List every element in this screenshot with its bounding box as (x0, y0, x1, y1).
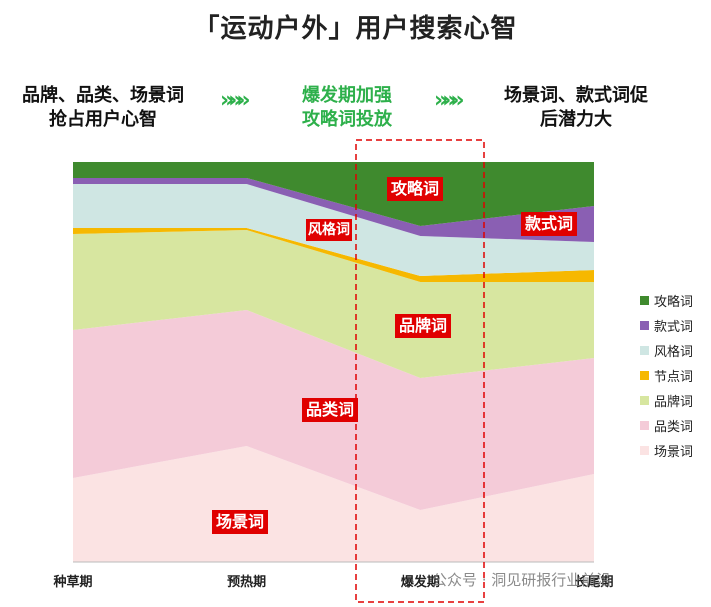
stage-3-line-2: 后潜力大 (540, 109, 612, 130)
stage-2-line-2: 攻略词投放 (302, 109, 392, 130)
legend-label: 攻略词 (654, 295, 694, 310)
area-series-6 (73, 162, 594, 226)
stage-2-text: 爆发期加强 攻略词投放 (262, 84, 432, 132)
stage-1-text: 品牌、品类、场景词 抢占用户心智 (8, 84, 198, 132)
x-tick-label: 种草期 (53, 575, 93, 590)
chart-legend: 攻略词款式词风格词节点词品牌词品类词场景词 (640, 288, 693, 463)
label-gonglue: 攻略词 (387, 177, 444, 201)
label-changjing: 场景词 (212, 510, 269, 534)
legend-label: 场景词 (654, 445, 694, 460)
x-tick-label: 爆发期 (400, 575, 440, 590)
x-tick-label: 预热期 (227, 575, 267, 590)
stage-3-line-1: 场景词、款式词促 (504, 85, 648, 106)
label-fengge: 风格词 (306, 219, 352, 241)
stage-1-line-2: 抢占用户心智 (49, 109, 157, 130)
area-series-3 (73, 228, 594, 282)
area-series-0 (73, 446, 594, 562)
stage-3-text: 场景词、款式词促 后潜力大 (478, 84, 674, 132)
legend-swatch (640, 446, 649, 455)
legend-item: 品类词 (640, 413, 693, 438)
legend-label: 风格词 (654, 345, 694, 360)
legend-item: 攻略词 (640, 288, 693, 313)
stage-2-line-1: 爆发期加强 (302, 85, 392, 106)
highlight-box (355, 139, 485, 603)
legend-label: 品类词 (654, 420, 694, 435)
legend-label: 品牌词 (654, 395, 694, 410)
legend-swatch (640, 296, 649, 305)
legend-item: 品牌词 (640, 388, 693, 413)
legend-item: 款式词 (640, 313, 693, 338)
legend-swatch (640, 396, 649, 405)
stage-1-line-1: 品牌、品类、场景词 (22, 85, 184, 106)
label-kuanshi: 款式词 (521, 212, 578, 236)
legend-swatch (640, 321, 649, 330)
legend-swatch (640, 371, 649, 380)
legend-item: 场景词 (640, 438, 693, 463)
legend-item: 风格词 (640, 338, 693, 363)
area-series-5 (73, 178, 594, 242)
legend-label: 款式词 (654, 320, 694, 335)
legend-label: 节点词 (654, 370, 694, 385)
watermark: 公众号 · 洞见研报行业前沿 (432, 571, 612, 589)
area-series-2 (73, 230, 594, 378)
legend-swatch (640, 346, 649, 355)
legend-item: 节点词 (640, 363, 693, 388)
chart-title: 「运动户外」用户搜索心智 (193, 14, 518, 44)
legend-swatch (640, 421, 649, 430)
label-pinpai: 品牌词 (395, 314, 452, 338)
label-pinlei: 品类词 (302, 398, 359, 422)
x-tick-label: 长尾期 (574, 575, 614, 590)
